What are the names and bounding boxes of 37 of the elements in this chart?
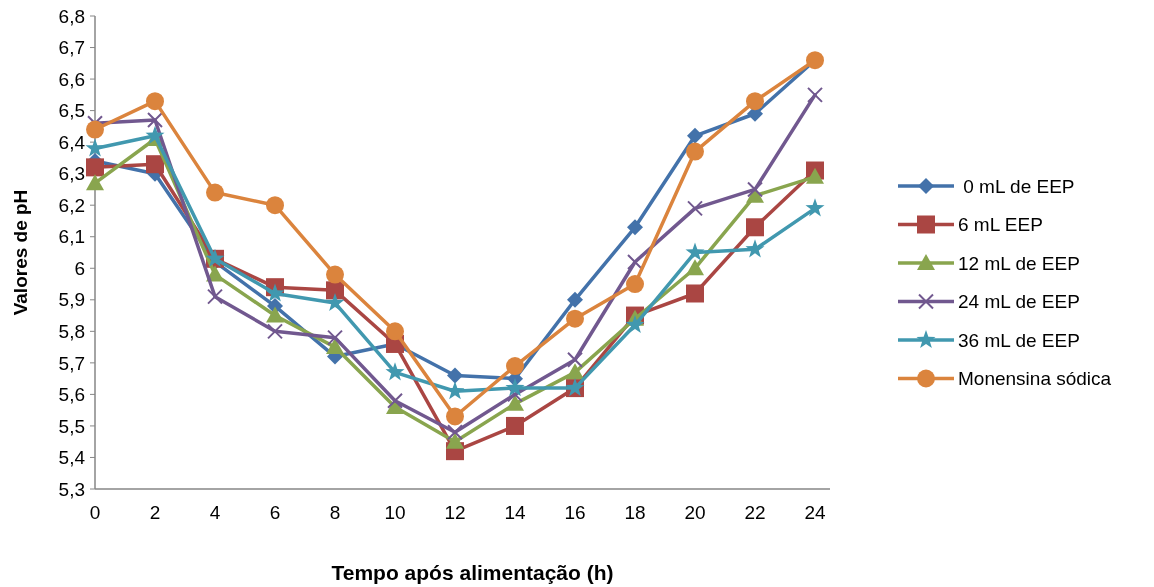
y-tick-label: 6,5 [58, 100, 85, 122]
legend-label: 12 mL de EEP [958, 252, 1080, 274]
y-tick-label: 5,9 [58, 289, 85, 311]
x-tick-label: 12 [444, 502, 466, 523]
y-tick-label: 6 [74, 257, 85, 279]
x-tick-label: 6 [269, 502, 281, 523]
legend-label: Monensina sódica [958, 368, 1112, 390]
x-tick-label: 18 [624, 502, 646, 523]
y-tick-label: 5,8 [58, 320, 85, 342]
legend-label: 0 mL de EEP [958, 175, 1075, 197]
x-tick-label: 4 [209, 502, 221, 523]
y-tick-label: 5,5 [58, 415, 85, 437]
y-tick-label: 5,4 [58, 447, 86, 469]
x-tick-label: 16 [564, 502, 586, 523]
legend-label: 24 mL de EEP [958, 291, 1080, 313]
y-tick-label: 5,6 [58, 384, 85, 406]
y-tick-label: 5,7 [58, 352, 85, 374]
y-tick-label: 6,3 [58, 163, 85, 185]
y-tick-label: 6,2 [58, 194, 85, 216]
legend-label: 36 mL de EEP [958, 329, 1080, 351]
y-tick-label: 6,8 [58, 5, 85, 27]
x-tick-label: 14 [504, 502, 526, 523]
x-tick-label: 10 [384, 502, 406, 523]
x-axis-title: Tempo após alimentação (h) [331, 561, 614, 584]
y-axis-title: Valores de pH [10, 189, 31, 316]
x-tick-label: 2 [149, 502, 161, 523]
y-tick-label: 6,6 [58, 68, 85, 90]
x-tick-label: 20 [684, 502, 706, 523]
x-tick-label: 8 [329, 502, 341, 523]
x-tick-label: 22 [744, 502, 766, 523]
y-tick-label: 5,3 [58, 478, 85, 500]
x-tick-label: 0 [89, 502, 101, 523]
legend-label: 6 mL EEP [958, 214, 1043, 236]
x-tick-label: 24 [804, 502, 826, 523]
y-tick-label: 6,7 [58, 37, 85, 59]
y-tick-label: 6,4 [58, 131, 86, 153]
y-tick-label: 6,1 [58, 226, 85, 248]
